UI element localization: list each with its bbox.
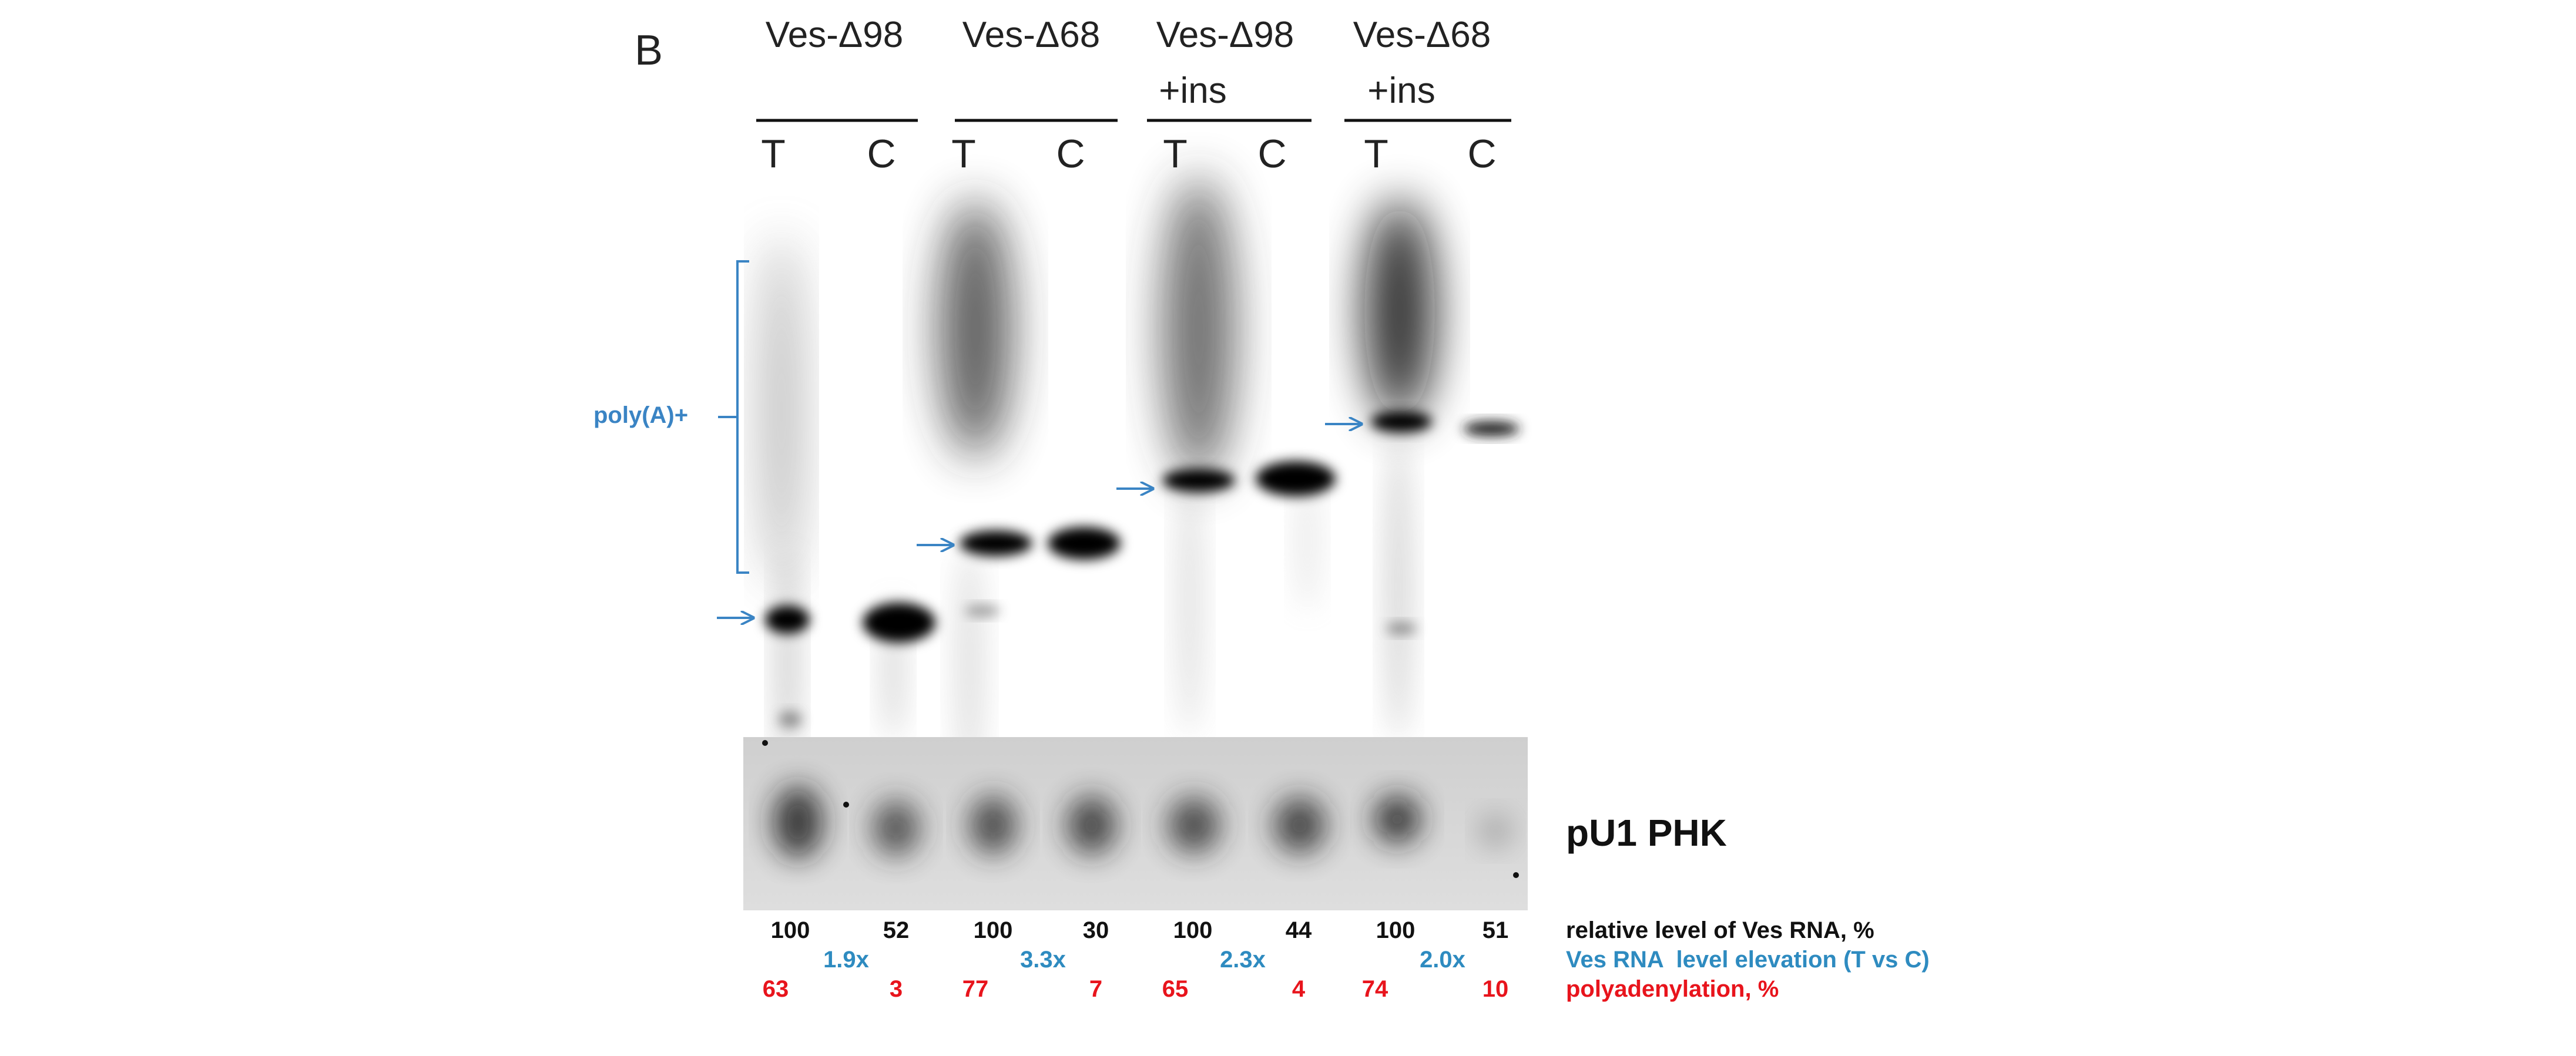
group-title-4: Ves-Δ68 (1353, 15, 1491, 55)
group-subtitle-4: +ins (1367, 70, 1435, 111)
smear-lane-1 (763, 235, 800, 587)
rel-value-7: 100 (1376, 917, 1416, 943)
band-lane-4 (1048, 527, 1121, 560)
group-title-1: Ves-Δ98 (766, 15, 903, 55)
polyA-value-3: 77 (962, 976, 989, 1002)
polyA-label: poly(A)+ (593, 402, 688, 428)
panel-label: B (635, 27, 663, 74)
band-lane-8 (1463, 421, 1520, 436)
rel-value-3: 100 (974, 917, 1013, 943)
lane-label-3: T (951, 132, 976, 176)
elev-row-label: Ves RNA level elevation (T vs C) (1566, 947, 1930, 973)
polyA-value-5: 65 (1162, 976, 1189, 1002)
lane-label-5: T (1163, 132, 1188, 176)
band-arrows (717, 424, 1361, 618)
rel-value-8: 51 (1482, 917, 1509, 943)
smear-lane-3 (939, 200, 1012, 458)
group-title-3: Ves-Δ98 (1156, 15, 1294, 55)
lane-label-2: C (867, 132, 895, 176)
band-lane-3 (960, 530, 1032, 556)
lane-label-4: C (1056, 132, 1085, 176)
smear-lane-5 (1162, 176, 1235, 482)
lane-label-7: T (1364, 132, 1388, 176)
elev-value-3: 2.3x (1220, 947, 1266, 973)
gel-blot (763, 176, 1520, 781)
rel-value-4: 30 (1083, 917, 1109, 943)
polyA-value-2: 3 (890, 976, 903, 1002)
control-strip (743, 737, 1528, 910)
elev-value-1: 1.9x (823, 947, 869, 973)
row-elevation: 1.9x 3.3x 2.3x 2.0x (823, 947, 1465, 973)
band-lane-6 (1256, 461, 1336, 496)
control-label: pU1 PHK (1566, 812, 1727, 854)
rel-value-5: 100 (1173, 917, 1213, 943)
group-title-2: Ves-Δ68 (962, 15, 1100, 55)
band-lane-1 (765, 606, 810, 634)
polyA-row-label: polyadenylation, % (1566, 976, 1779, 1002)
row-relative-level: 100 52 100 30 100 44 100 51 (771, 917, 1509, 943)
lane-label-1: T (761, 132, 786, 176)
row-polyadenylation: 63 3 77 7 65 4 74 10 (763, 976, 1509, 1002)
rel-row-label: relative level of Ves RNA, % (1566, 917, 1874, 943)
elev-value-4: 2.0x (1420, 947, 1465, 973)
polyA-value-6: 4 (1292, 976, 1306, 1002)
group-subtitle-3: +ins (1159, 70, 1226, 111)
rel-value-2: 52 (883, 917, 910, 943)
lane-label-8: C (1467, 132, 1496, 176)
smear-lane-7 (1364, 200, 1435, 423)
polyA-value-7: 74 (1362, 976, 1388, 1002)
band-lane-7 (1371, 411, 1432, 432)
lane-label-6: C (1257, 132, 1286, 176)
group-headers: Ves-Δ98 Ves-Δ68 Ves-Δ98 +ins Ves-Δ68 +in… (766, 15, 1491, 111)
band-lane-5 (1162, 469, 1235, 492)
polyA-value-4: 7 (1089, 976, 1102, 1002)
band-lane-2 (863, 603, 935, 643)
polyA-value-8: 10 (1482, 976, 1509, 1002)
rel-value-6: 44 (1286, 917, 1312, 943)
rel-value-1: 100 (771, 917, 810, 943)
polyA-value-1: 63 (763, 976, 789, 1002)
polyA-bracket (718, 260, 749, 574)
lane-labels: T C T C T C T C (761, 132, 1496, 176)
elev-value-2: 3.3x (1020, 947, 1066, 973)
